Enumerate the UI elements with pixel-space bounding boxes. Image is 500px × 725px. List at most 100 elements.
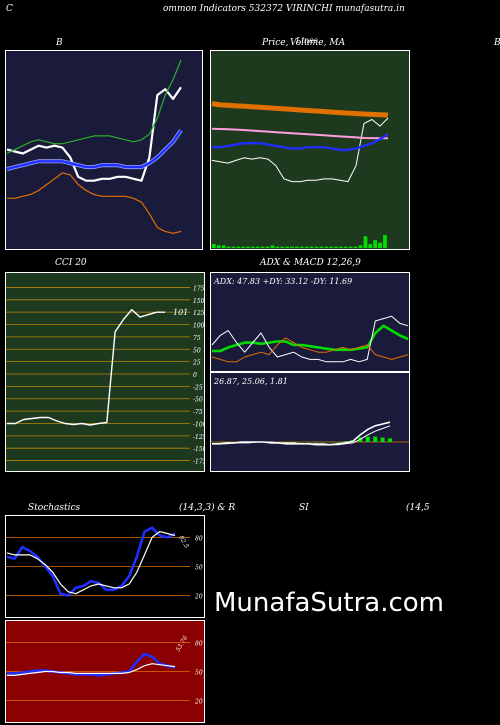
price-title-overlap2: Lines (296, 36, 318, 45)
volume-bar (275, 246, 280, 248)
cci-tick-label: 100 (193, 323, 205, 330)
volume-bar (368, 244, 373, 248)
rsi-params: (14,5 (406, 503, 430, 513)
volume-bar (246, 246, 250, 248)
macd-histogram-bar (291, 442, 296, 443)
cci-tick-label: -50 (193, 397, 203, 404)
volume-bar (344, 246, 348, 248)
adx-label: ADX: 47.83 +DY: 33.12 -DY: 11.69 (213, 277, 352, 286)
volume-bar (304, 246, 309, 248)
cci-chart: 175 150 125 100 75 50 25 0 -25 -50 -75 -100 -125 -150… (5, 272, 205, 472)
cci-tick-label: -175 (193, 459, 205, 466)
bb-lower-line (7, 172, 182, 234)
volume-bar (280, 246, 285, 248)
stoch-k-line (6, 526, 176, 597)
price-ma-chart (210, 50, 410, 250)
cci-tick-label: 25 (192, 360, 201, 367)
right-edge-title: B (494, 38, 500, 48)
bollinger-chart (5, 50, 203, 250)
volume-bar (260, 246, 265, 248)
bb-upper-line (6, 59, 182, 155)
macd-histogram-bar (380, 437, 385, 442)
cci-tick-label: -125 (193, 434, 205, 441)
macd-label: 26.87, 25.06, 1.81 (213, 377, 288, 386)
volume-bar (314, 246, 319, 248)
stoch-title: Stochastics (28, 503, 81, 513)
volume-bar (251, 246, 255, 248)
cci-last-label: 101 (173, 308, 188, 317)
volume-bar (290, 246, 294, 248)
volume-bar (270, 245, 275, 248)
volume-bar (221, 245, 226, 248)
bb-price-line (6, 86, 182, 182)
volume-bar (324, 246, 329, 248)
watermark: MunafaSutra.com (214, 588, 445, 618)
price-title: Price, (262, 38, 289, 48)
stoch-params: (14,3,3) & R (179, 503, 236, 513)
macd-histogram-bar (299, 442, 303, 443)
macd-histogram-bar (373, 436, 378, 442)
header-text: ommon Indicators 532372 VIRINCHI munafas… (163, 4, 405, 14)
adx-plus_di-line (211, 315, 409, 363)
cci-line (7, 309, 165, 426)
cci-tick-label: -25 (193, 384, 203, 391)
cci-tick-label: 0 (193, 372, 197, 379)
rsi-tick-label: 80 (195, 640, 203, 647)
volume-bar (231, 246, 236, 248)
panel-frame (210, 372, 410, 472)
volume-bar (363, 236, 368, 248)
macd-histogram-bar (321, 442, 326, 443)
bb-title: B (56, 38, 63, 48)
volume-bar (216, 245, 221, 248)
stoch-tick-label: 80 (195, 535, 203, 542)
volume-bar (236, 246, 241, 248)
panel-frame (210, 50, 410, 250)
stoch-tick-label: 20 (194, 594, 203, 601)
cci-tick-label: -100 (193, 421, 205, 428)
adx-minus_di-line (211, 337, 409, 363)
rsi-title: SI (299, 503, 309, 513)
macd-histogram-bar (284, 442, 289, 443)
pm-ma_pink-line (211, 127, 388, 140)
volume-bar (339, 246, 343, 248)
header-letter: C (6, 4, 13, 14)
volume-bar (348, 246, 353, 248)
rsi-tick-label: 20 (194, 699, 203, 706)
volume-bar (241, 246, 245, 248)
pm-ma_blue-line (212, 132, 389, 152)
pm-ma_orange-line (211, 101, 389, 118)
macd-histogram-bar (217, 442, 222, 443)
volume-bar (378, 242, 382, 248)
macd-histogram-bar (328, 442, 333, 443)
panel-frame (210, 272, 410, 372)
cci-tick-label: 125 (193, 310, 205, 317)
macd-histogram-bar (388, 438, 392, 442)
cci-title: CCI 20 (55, 258, 87, 268)
cci-tick-label: -75 (193, 409, 203, 416)
macd-histogram-bar (365, 436, 370, 442)
macd-histogram-bar (336, 442, 341, 443)
volume-bar (300, 246, 304, 248)
pm-price-line (211, 117, 389, 183)
rsi-tick-label: 50 (195, 670, 203, 677)
volume-bar (295, 246, 299, 248)
macd-histogram-bar (313, 442, 318, 443)
volume-bar (383, 235, 387, 248)
macd-histogram-bar (343, 441, 348, 442)
panel-frame (5, 272, 205, 472)
volume-bar (353, 246, 358, 248)
stoch-tick-label: 50 (195, 565, 203, 572)
bb-middle-line (6, 129, 182, 171)
cci-tick-label: 150 (193, 298, 205, 305)
macd-chart: 26.87, 25.06, 1.81 (210, 372, 410, 472)
macd-line (212, 421, 391, 446)
stoch-d-line (6, 531, 176, 595)
panel-frame (5, 50, 203, 250)
adx-adx-line (212, 324, 409, 353)
price-title-overlap: Volume, MA (290, 38, 346, 48)
cci-tick-label: 75 (193, 335, 201, 342)
adx-macd-title: ADX & MACD 12,26,9 (260, 258, 361, 268)
volume-bar (226, 246, 231, 248)
